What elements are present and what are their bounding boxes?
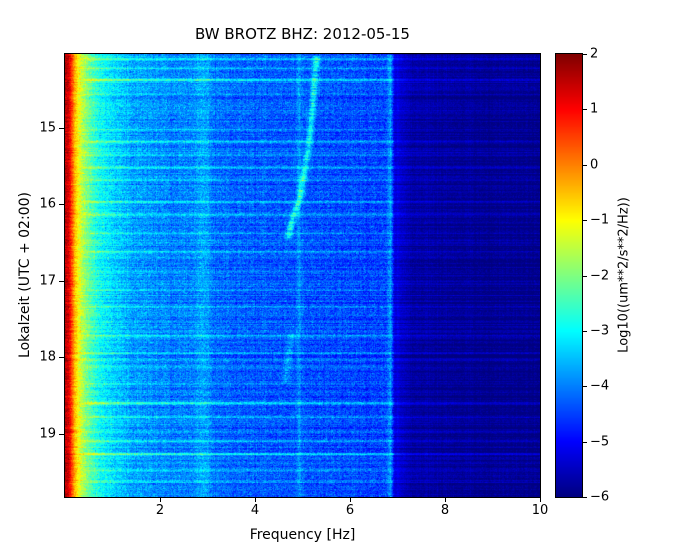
colorbar-tick-label: −4 <box>590 378 610 394</box>
colorbar-tick-label: −2 <box>590 268 610 283</box>
colorbar-tick-mark <box>583 330 587 332</box>
colorbar-tick-mark <box>583 109 587 111</box>
colorbar-tick-mark <box>583 386 587 388</box>
colorbar-tick-mark <box>583 441 587 443</box>
x-tick-label: 4 <box>250 503 260 518</box>
colorbar-tick-label: −3 <box>590 323 610 339</box>
colorbar-tick-label: −6 <box>590 489 610 505</box>
y-tick-mark <box>59 433 64 435</box>
x-tick-mark <box>540 498 541 502</box>
x-tick-mark <box>255 498 256 502</box>
y-tick-mark <box>59 128 64 130</box>
colorbar-tick-label: −1 <box>590 212 610 228</box>
x-tick-mark <box>160 498 161 502</box>
colorbar-tick-mark <box>583 275 587 277</box>
colorbar-tick-mark <box>583 220 587 222</box>
plot-title: BW BROTZ BHZ: 2012-05-15 <box>195 25 410 43</box>
plot-area <box>64 53 541 498</box>
y-tick-label: 16 <box>39 196 56 212</box>
colorbar-tick-label: 1 <box>590 101 599 117</box>
y-tick-label: 18 <box>39 349 56 365</box>
colorbar-tick-mark <box>583 54 587 55</box>
colorbar-tick-mark <box>583 164 587 166</box>
x-axis-label: Frequency [Hz] <box>249 527 356 543</box>
x-tick-mark <box>445 498 446 502</box>
colorbar-tick-label: −5 <box>590 434 610 450</box>
y-tick-label: 17 <box>39 273 56 289</box>
colorbar-gradient <box>556 54 582 497</box>
y-tick-mark <box>59 204 64 206</box>
x-tick-label: 8 <box>440 503 450 518</box>
colorbar-tick-mark <box>583 497 587 498</box>
y-tick-mark <box>59 357 64 359</box>
y-tick-label: 15 <box>39 120 56 136</box>
y-tick-mark <box>59 280 64 282</box>
x-tick-label: 6 <box>345 503 355 518</box>
x-tick-mark <box>350 498 351 502</box>
colorbar-label: Log10((um**2/s**2/Hz)) <box>616 197 632 353</box>
colorbar <box>555 53 583 498</box>
x-tick-label: 2 <box>155 503 165 518</box>
x-tick-label: 10 <box>531 503 549 518</box>
colorbar-tick-label: 0 <box>590 157 599 173</box>
y-tick-label: 19 <box>39 426 56 442</box>
colorbar-tick-label: 2 <box>590 46 599 62</box>
spectrogram-image <box>65 54 540 497</box>
